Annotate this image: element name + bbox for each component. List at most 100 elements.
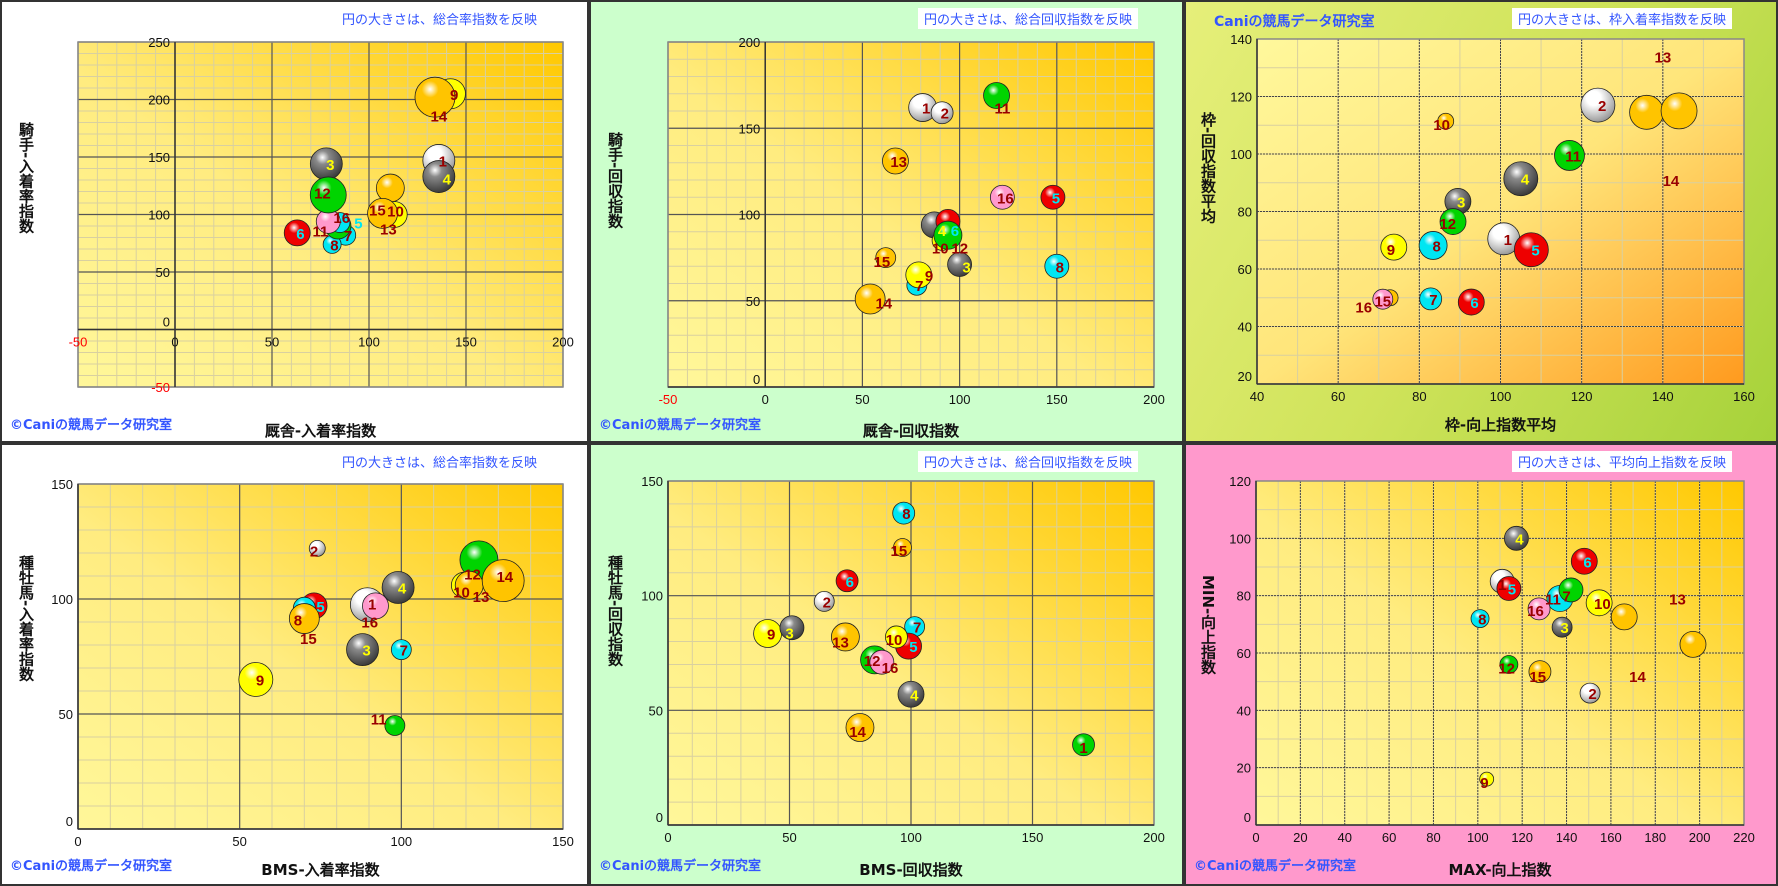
- bubble-horse-4[interactable]: [897, 680, 925, 708]
- x-tick-label: 0: [762, 392, 769, 407]
- bubble-horse-11[interactable]: [983, 82, 1010, 109]
- bubble-horse-7[interactable]: [390, 639, 412, 661]
- bubble-horse-6[interactable]: [1570, 547, 1598, 575]
- bubble-horse-11[interactable]: [1554, 140, 1585, 171]
- bubble-horse-10[interactable]: [1437, 112, 1455, 130]
- bubble-horse-13[interactable]: [1610, 603, 1638, 631]
- bubble-horse-15[interactable]: [875, 247, 897, 269]
- bubble-horse-4[interactable]: [1503, 161, 1539, 197]
- x-tick-label: 20: [1293, 830, 1307, 845]
- bubble-label: 2: [1598, 98, 1606, 115]
- bubble-horse-15[interactable]: [288, 603, 320, 634]
- y-tick-label: 100: [51, 592, 73, 607]
- bubble-horse-13[interactable]: [1629, 94, 1665, 130]
- bubble-label: 14: [496, 569, 513, 586]
- bubble-horse-12[interactable]: [1439, 208, 1467, 235]
- bubble-horse-2[interactable]: [1580, 87, 1616, 123]
- bubble-horse-12[interactable]: [309, 176, 347, 214]
- x-tick-label: 200: [552, 335, 574, 350]
- bubble-horse-5[interactable]: [1496, 576, 1522, 601]
- x-tick-label: 150: [1022, 830, 1044, 845]
- plot-border: [77, 41, 564, 388]
- bubble-horse-2[interactable]: [308, 540, 326, 557]
- bubble-horse-8[interactable]: [1044, 253, 1070, 279]
- x-tick-label: 140: [1652, 389, 1674, 404]
- bubble-horse-16[interactable]: [1372, 288, 1394, 310]
- bubble-horse-13[interactable]: [882, 147, 909, 175]
- bubble-horse-2[interactable]: [1579, 682, 1601, 704]
- bubble-horse-16[interactable]: [1527, 597, 1551, 621]
- bubble-horse-14[interactable]: [854, 283, 886, 315]
- bubble-horse-6[interactable]: [835, 569, 859, 593]
- y-tick-label: 0: [1244, 810, 1251, 825]
- bubble-horse-15[interactable]: [367, 197, 398, 229]
- y-tick-label: 0: [656, 810, 663, 825]
- credit-text: ©Caniの競馬データ研究室: [599, 418, 762, 433]
- bubble-horse-5[interactable]: [1040, 184, 1066, 210]
- bubble-label: 11: [1565, 148, 1581, 165]
- bubble-horse-5[interactable]: [1513, 232, 1549, 268]
- bubble-horse-6[interactable]: [283, 219, 311, 247]
- bubble-horse-11[interactable]: [384, 715, 406, 736]
- bubble-horse-2[interactable]: [813, 590, 835, 612]
- y-tick-label: 100: [641, 589, 663, 604]
- bubble-horse-3[interactable]: [947, 252, 973, 277]
- bubble-horse-2[interactable]: [930, 101, 954, 125]
- bubble-horse-15[interactable]: [893, 538, 912, 557]
- bubble-horse-12[interactable]: [1499, 655, 1519, 674]
- x-tick-label: 60: [1382, 830, 1396, 845]
- bubble-horse-10[interactable]: [885, 625, 908, 649]
- bubble-horse-14[interactable]: [481, 559, 525, 603]
- bubble-label: 3: [962, 260, 970, 277]
- y-tick-label: 120: [1230, 90, 1252, 105]
- bubble-horse-8[interactable]: [1418, 231, 1448, 260]
- bubble-horse-9[interactable]: [238, 662, 274, 697]
- bubble-horse-15[interactable]: [1528, 660, 1552, 684]
- bubble-horse-7[interactable]: [1419, 287, 1443, 311]
- y-tick-label: 140: [1230, 32, 1252, 47]
- bubble-horse-8[interactable]: [892, 501, 916, 525]
- bubble-label: 2: [823, 594, 831, 611]
- bubble-horse-9[interactable]: [1479, 771, 1495, 787]
- bubble-horse-4[interactable]: [381, 571, 415, 604]
- bubble-horse-14[interactable]: [845, 713, 875, 742]
- bubble-label: 16: [997, 190, 1014, 207]
- chart-panel-bms-sire-return: 0 50 100 150 200 0 50 100 150 8 15 6 2 9 3 13 7 5 10 12 16 4 1…: [589, 443, 1184, 886]
- bubble-horse-4[interactable]: [1504, 525, 1529, 551]
- bubble-horse-1[interactable]: [1072, 733, 1095, 757]
- bubble-horse-12[interactable]: [933, 220, 963, 250]
- chart-panel-max-min-improvement: 0 20 40 60 80 100 120 140 160 180 200 220 0 20 40 60 80 1…: [1184, 443, 1778, 886]
- bubble-horse-13[interactable]: [830, 622, 860, 652]
- bubble-label: 4: [398, 581, 407, 598]
- bubble-horse-14[interactable]: [1679, 630, 1707, 658]
- bubble-label: 3: [362, 643, 370, 660]
- bubble-horse-6[interactable]: [1457, 288, 1485, 316]
- bubble-label: 5: [909, 639, 917, 656]
- y-tick-label: 100: [1230, 147, 1252, 162]
- bubble-horse-9[interactable]: [1380, 233, 1408, 261]
- bubble-size-note: 円の大きさは、平均向上指数を反映: [1511, 451, 1732, 472]
- bubble-horse-9[interactable]: [905, 261, 933, 289]
- bubble-horse-13[interactable]: [375, 173, 405, 203]
- bubble-horse-16[interactable]: [989, 184, 1015, 210]
- y-tick-label: 0: [66, 814, 73, 829]
- bubble-horse-10[interactable]: [1585, 589, 1613, 617]
- bubble-label: 16: [1355, 300, 1372, 317]
- bubble-horse-11[interactable]: [1558, 577, 1584, 603]
- bubble-horse-14[interactable]: [414, 76, 456, 118]
- bubble-horse-14[interactable]: [1660, 92, 1698, 130]
- bubble-horse-16[interactable]: [362, 592, 389, 620]
- bubble-label: 11: [312, 223, 328, 240]
- bubble-horse-3[interactable]: [779, 615, 805, 641]
- bubble-horse-16[interactable]: [869, 649, 895, 675]
- bubble-label: 7: [400, 643, 408, 660]
- bubble-horse-3[interactable]: [1551, 616, 1573, 638]
- bubble-horse-3[interactable]: [346, 633, 379, 667]
- bubble-size-note: 円の大きさは、総合率指数を反映: [335, 451, 543, 472]
- bubble-label: 14: [849, 724, 866, 741]
- bubble-label: 12: [464, 567, 481, 584]
- bubble-horse-4[interactable]: [422, 160, 456, 193]
- bubble-size-note: 円の大きさは、総合回収指数を反映: [917, 8, 1138, 29]
- bubble-horse-8[interactable]: [1470, 609, 1490, 629]
